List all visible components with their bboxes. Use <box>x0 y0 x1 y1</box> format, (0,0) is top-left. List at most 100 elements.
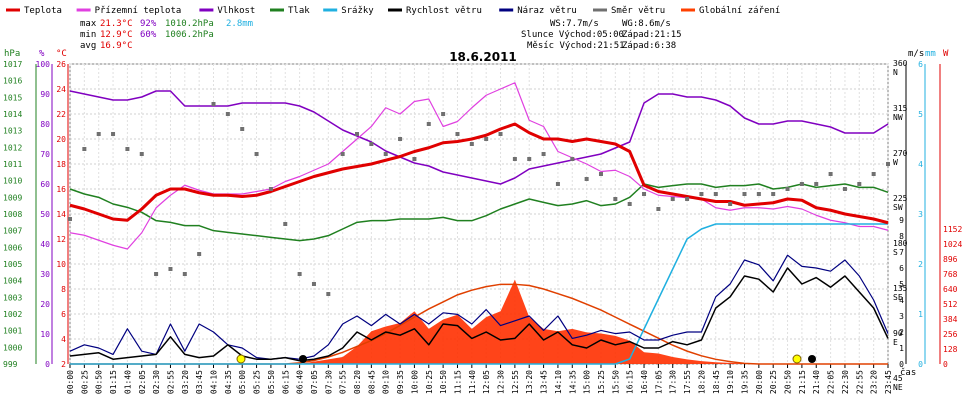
temp-tick-label: 14 <box>56 210 66 219</box>
axis-unit-ms: m/s <box>908 49 924 59</box>
stat-min-hum: 60% <box>140 30 157 40</box>
dir-tick-label: 90 <box>893 329 903 338</box>
x-tick-label: 18:20 <box>697 370 706 394</box>
hum-tick-label: 30 <box>40 270 50 279</box>
hum-tick-label: 20 <box>40 300 50 309</box>
x-tick-label: 15:25 <box>597 370 606 394</box>
hum-tick-label: 60 <box>40 180 50 189</box>
wind-direction-point <box>771 192 776 196</box>
press-tick-label: 1013 <box>3 127 22 136</box>
series-prizemni-teplota <box>69 82 889 250</box>
x-tick-label: 20:00 <box>755 370 764 394</box>
wind-direction-point <box>355 132 360 136</box>
legend-label: Globální záření <box>699 6 780 16</box>
x-tick-label: 00:25 <box>80 370 89 394</box>
x-tick-label: 22:05 <box>827 370 836 394</box>
wind-direction-point <box>857 182 862 186</box>
x-tick-label: 06:15 <box>281 370 290 394</box>
x-tick-label: 23:45 <box>884 370 893 394</box>
legend-label: Srážky <box>341 6 374 16</box>
sunrise-marker <box>236 354 246 364</box>
wind-direction-point <box>455 132 460 136</box>
wind-direction-point <box>197 252 202 256</box>
wind-direction-point <box>799 182 804 186</box>
x-tick-label: 03:45 <box>195 370 204 394</box>
stat-rain: 2.8mm <box>226 19 253 29</box>
temp-tick-label: 10 <box>56 260 66 269</box>
dir-tick-label: SE <box>893 293 903 302</box>
legend-label: Náraz větru <box>517 6 577 16</box>
wind-direction-point <box>369 142 374 146</box>
mm-tick-label: 4 <box>918 160 923 169</box>
stat-sun-set: Západ:21:15 <box>622 30 682 40</box>
press-tick-label: 1014 <box>3 110 22 119</box>
plot-grid <box>69 63 889 365</box>
x-tick-label: 10:50 <box>439 370 448 394</box>
wind-direction-point <box>670 197 675 201</box>
wind-direction-point <box>326 292 331 296</box>
stat-moon-set: Západ:6:38 <box>622 41 676 51</box>
wind-direction-point <box>211 102 216 106</box>
hum-tick-label: 100 <box>36 60 51 69</box>
x-tick-label: 03:20 <box>181 370 190 394</box>
x-tick-label: 04:35 <box>224 370 233 394</box>
stat-moon: Měsíc Východ:21:51 <box>527 41 625 51</box>
stats-panel: max 21.3°C 92% 1010.2hPa 2.8mm min 12.9°C 60% 10… <box>80 19 682 51</box>
chart-title: 18.6.2011 <box>449 50 517 64</box>
x-axis-unit: čas <box>900 367 916 378</box>
x-tick-label: 11:15 <box>453 370 462 394</box>
dir-tick-label: SW <box>893 203 903 212</box>
wind-direction-point <box>125 147 130 151</box>
w-tick-label: 1152 <box>943 225 962 234</box>
dir-tick-label: 315 <box>893 104 908 113</box>
hum-tick-label: 90 <box>40 90 50 99</box>
stat-wg: WG:8.6m/s <box>622 19 671 29</box>
wind-direction-point <box>886 162 890 166</box>
legend-label: Rychlost větru <box>406 6 482 16</box>
legend: Teplota Přízemní teplota Vlhkost Tlak Srážky… <box>6 6 780 16</box>
x-tick-label: 08:20 <box>353 370 362 394</box>
w-tick-label: 0 <box>943 360 948 369</box>
x-tick-label: 11:40 <box>468 370 477 394</box>
sunset-marker <box>792 354 802 364</box>
x-tick-label: 00:00 <box>66 370 75 394</box>
wind-direction-point <box>340 152 345 156</box>
ms-tick-label: 6 <box>899 264 904 273</box>
press-tick-label: 999 <box>3 360 18 369</box>
x-tick-label: 00:50 <box>95 370 104 394</box>
wind-direction-point <box>139 152 144 156</box>
mm-tick-label: 3 <box>918 210 923 219</box>
hum-tick-label: 80 <box>40 120 50 129</box>
wind-direction-point <box>297 272 302 276</box>
stat-ws: WS:7.7m/s <box>550 19 599 29</box>
x-tick-label: 02:30 <box>152 370 161 394</box>
wind-direction-point <box>111 132 116 136</box>
press-tick-label: 1012 <box>3 143 22 152</box>
press-tick-label: 1007 <box>3 227 22 236</box>
legend-label: Přízemní teplota <box>95 6 182 16</box>
wind-direction-point <box>742 192 747 196</box>
x-tick-label: 17:30 <box>669 370 678 394</box>
dir-tick-label: W <box>893 158 898 167</box>
x-tick-label: 07:05 <box>310 370 319 394</box>
wind-direction-point <box>871 172 876 176</box>
x-tick-label: 04:10 <box>210 370 219 394</box>
x-tick-label: 12:30 <box>497 370 506 394</box>
wind-direction-point <box>584 177 589 181</box>
x-tick-label: 21:15 <box>798 370 807 394</box>
x-tick-label: 22:55 <box>855 370 864 394</box>
wind-direction-point <box>756 192 761 196</box>
wind-direction-point <box>598 172 603 176</box>
wind-direction-point <box>842 187 847 191</box>
x-tick-label: 12:55 <box>511 370 520 394</box>
x-tick-label: 13:45 <box>540 370 549 394</box>
press-tick-label: 1004 <box>3 277 22 286</box>
series-vlhkost <box>69 90 889 185</box>
wind-direction-point <box>498 132 503 136</box>
stat-min-press: 1006.2hPa <box>165 30 214 40</box>
wind-direction-point <box>154 272 159 276</box>
temp-tick-label: 6 <box>61 310 66 319</box>
dir-tick-label: 360 <box>893 59 908 68</box>
stat-min-label: min <box>80 30 96 40</box>
legend-label: Směr větru <box>611 6 665 16</box>
